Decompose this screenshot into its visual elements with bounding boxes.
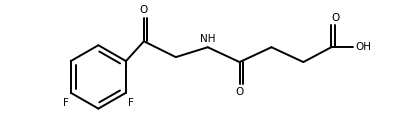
Text: OH: OH xyxy=(354,42,370,52)
Text: F: F xyxy=(128,98,134,108)
Text: O: O xyxy=(139,5,148,15)
Text: O: O xyxy=(235,87,243,97)
Text: F: F xyxy=(63,98,68,108)
Text: NH: NH xyxy=(199,34,215,44)
Text: O: O xyxy=(330,13,339,23)
